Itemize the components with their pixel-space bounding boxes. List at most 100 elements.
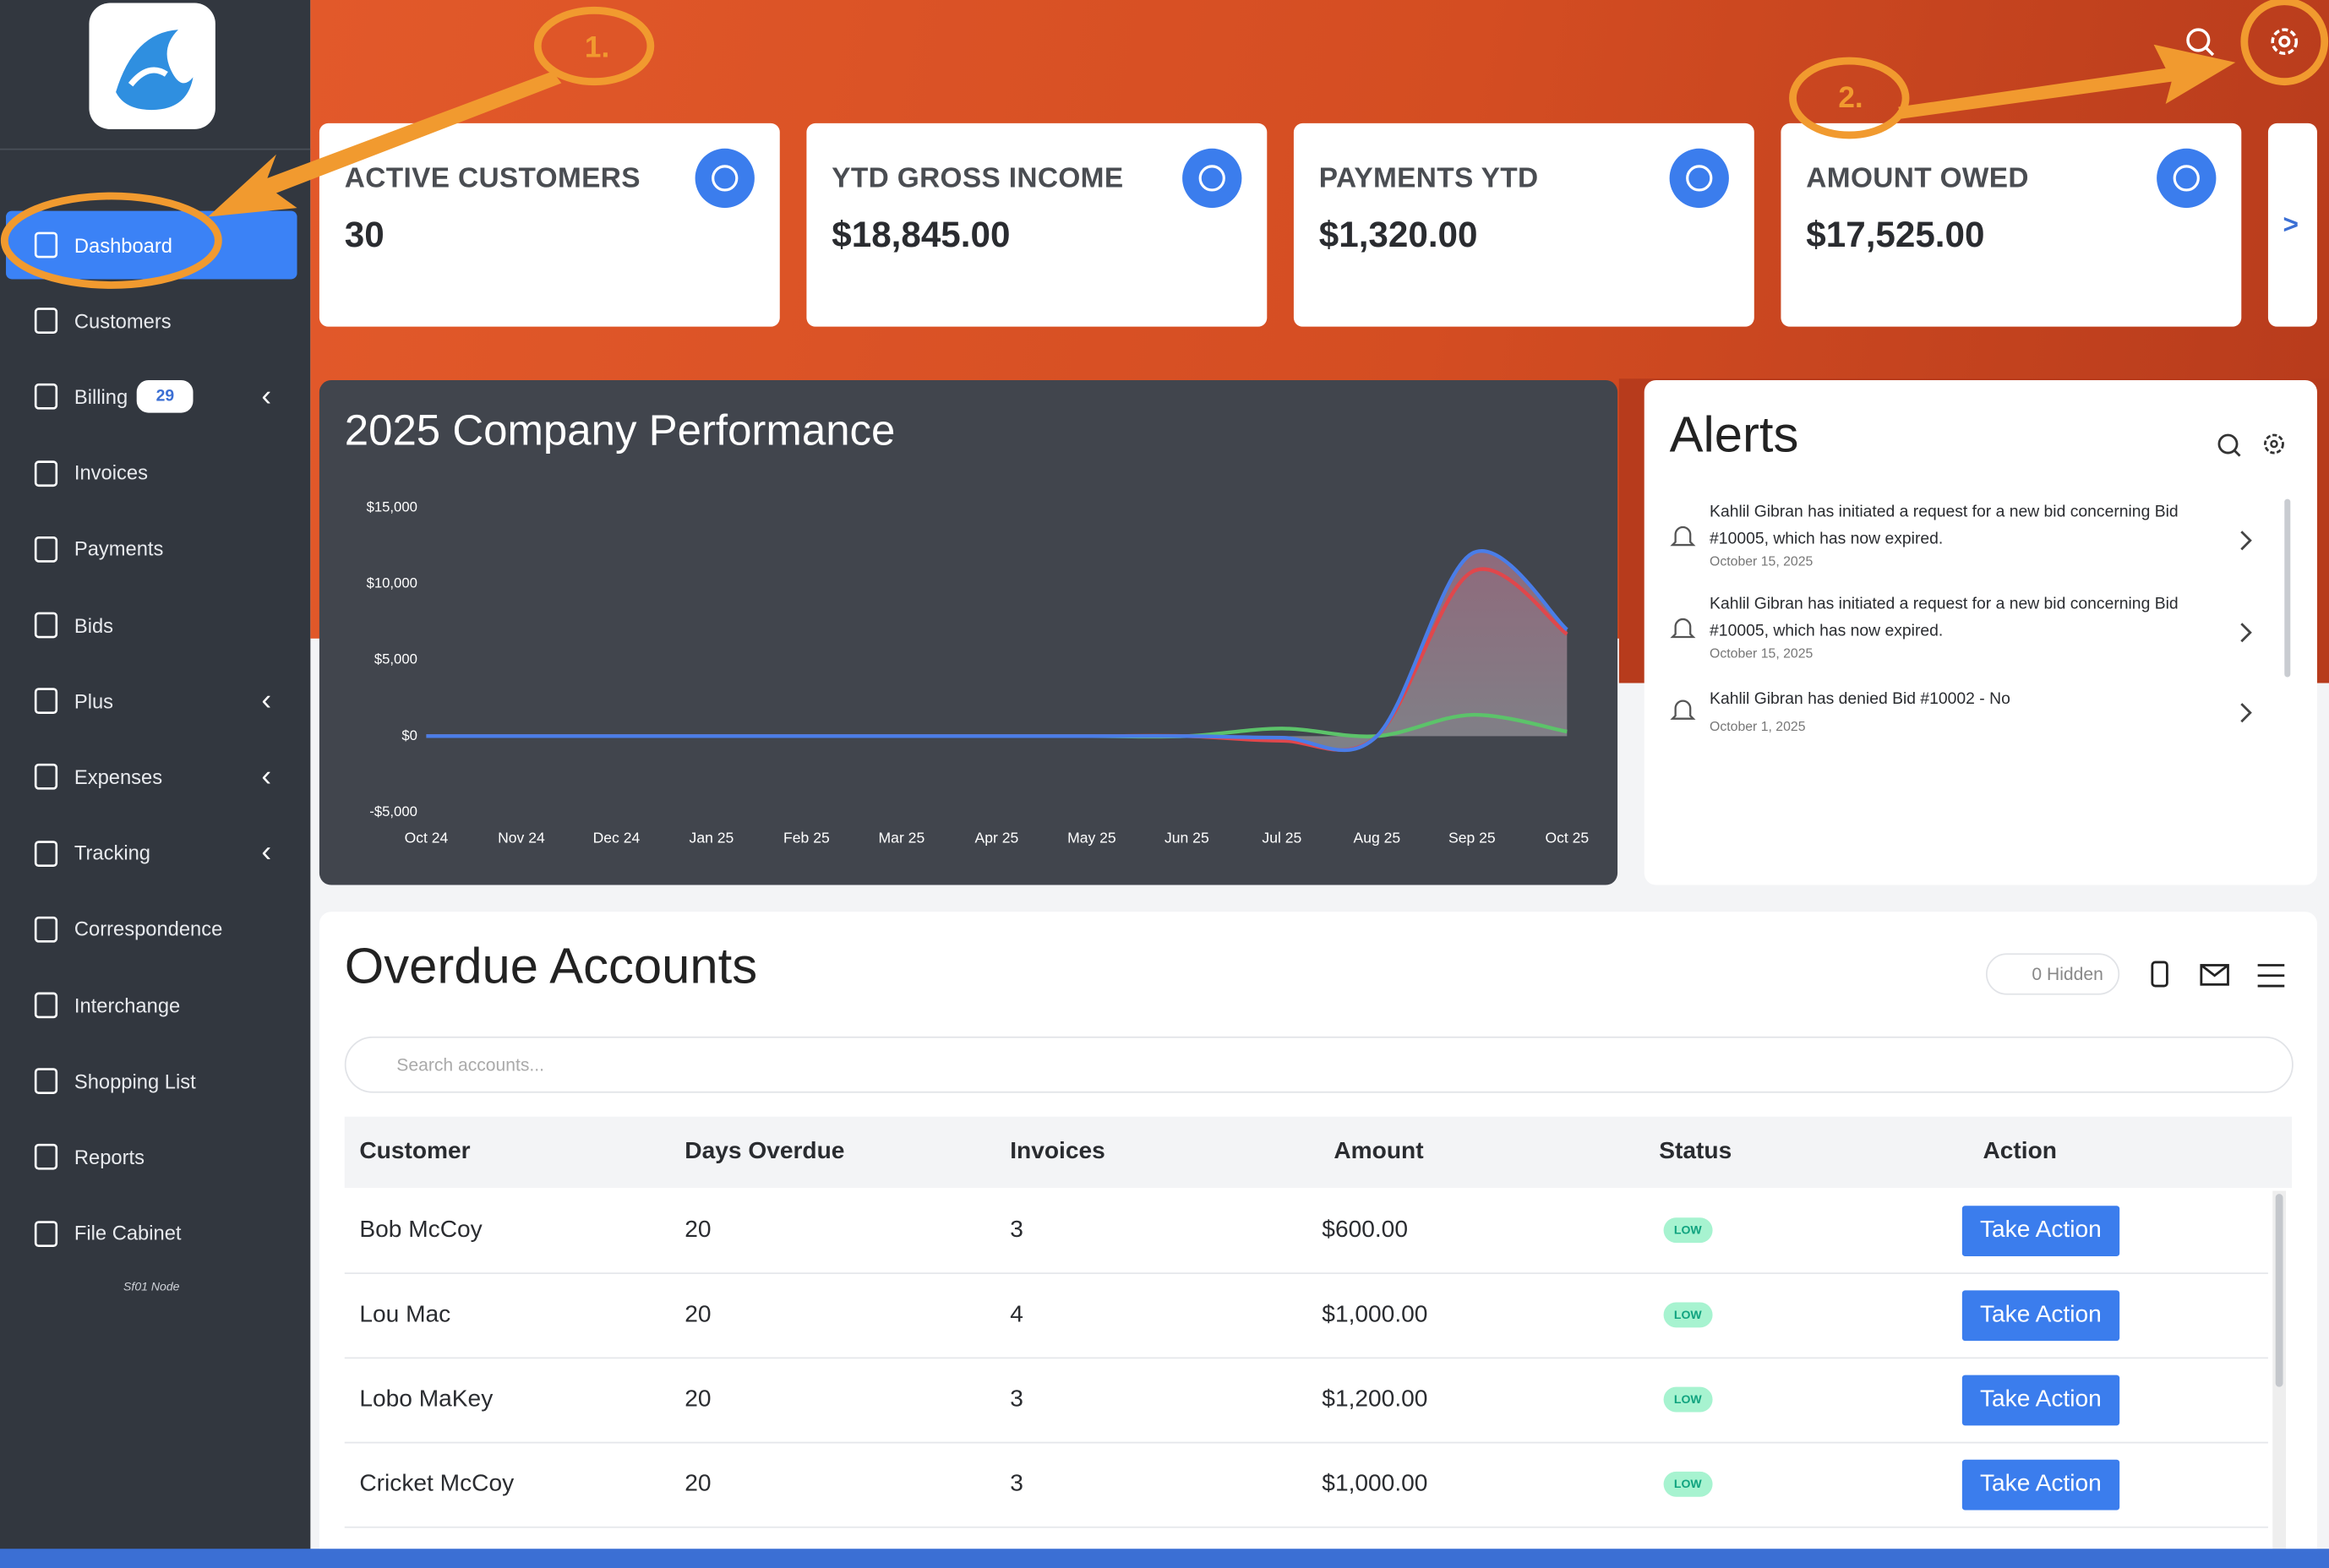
nav-icon bbox=[34, 916, 58, 943]
nav-label: Tracking bbox=[74, 842, 150, 864]
table-cell: Cricket McCoy bbox=[359, 1442, 514, 1527]
nav-item[interactable]: Reports bbox=[6, 1123, 297, 1191]
nav-chevron[interactable]: ‹ bbox=[261, 836, 272, 869]
table-tools[interactable] bbox=[2146, 956, 2295, 995]
icon-shape bbox=[34, 231, 58, 259]
nav-item[interactable]: Plus ‹ bbox=[6, 667, 297, 736]
nav-item[interactable]: Correspondence bbox=[6, 896, 297, 964]
cell-text: $1,000.00 bbox=[1322, 1470, 1428, 1496]
alerts-title: Alerts bbox=[1669, 406, 1799, 464]
nav-label: Bids bbox=[74, 614, 113, 636]
action-button[interactable]: Take Action bbox=[1961, 1374, 2119, 1425]
icon-shape bbox=[34, 916, 58, 943]
nav-icon bbox=[34, 764, 58, 791]
sidebar: Dashboard Customers Billing 29 ‹ Invoices Paym… bbox=[0, 0, 311, 1568]
nav-item[interactable]: Billing 29 ‹ bbox=[6, 363, 297, 432]
nav-item[interactable]: Dashboard bbox=[6, 210, 297, 280]
bell-icon bbox=[1670, 700, 1696, 720]
column-header[interactable]: Days Overdue bbox=[685, 1139, 845, 1164]
x-tick-label: Dec 24 bbox=[593, 830, 641, 847]
nav-item[interactable]: Interchange bbox=[6, 972, 297, 1040]
nav-icon bbox=[34, 1220, 58, 1247]
cell-text: 3 bbox=[1010, 1217, 1023, 1243]
nav-item[interactable]: Tracking ‹ bbox=[6, 819, 297, 888]
y-tick-label: $5,000 bbox=[374, 651, 417, 667]
action-button[interactable]: Take Action bbox=[1961, 1205, 2119, 1256]
table-cell: Lobo MaKey bbox=[359, 1357, 493, 1441]
table-cell: $600.00 bbox=[1322, 1188, 1408, 1272]
overdue-panel: Overdue Accounts 0 Hidden Search account… bbox=[319, 912, 2317, 1568]
alert-date: October 15, 2025 bbox=[1710, 553, 1814, 569]
icon-shape bbox=[34, 688, 58, 715]
nav-item[interactable]: Payments bbox=[6, 515, 297, 584]
alert-chevron[interactable] bbox=[2237, 621, 2255, 645]
chart-title: 2025 Company Performance bbox=[345, 406, 896, 455]
icon-shape bbox=[34, 1220, 58, 1247]
icon-shape bbox=[34, 1068, 58, 1095]
nav-text: Billing bbox=[74, 385, 128, 409]
cell-text: $600.00 bbox=[1322, 1217, 1408, 1243]
search-input[interactable]: Search accounts... bbox=[344, 1036, 2294, 1093]
alert-item[interactable]: Kahlil Gibran has denied Bid #10002 - No… bbox=[1670, 686, 2294, 769]
cell-text: Lobo MaKey bbox=[359, 1386, 494, 1412]
x-tick-label: Jul 25 bbox=[1262, 830, 1301, 847]
action-button[interactable]: Take Action bbox=[1961, 1289, 2119, 1341]
nav-item[interactable]: Invoices bbox=[6, 439, 297, 508]
table-cell: LOW bbox=[1659, 1357, 1712, 1441]
settings-icon[interactable] bbox=[2265, 22, 2304, 61]
nav-item[interactable]: Shopping List bbox=[6, 1047, 297, 1115]
nav-chevron[interactable]: ‹ bbox=[261, 683, 272, 717]
cell-text: $1,200.00 bbox=[1322, 1386, 1428, 1412]
stat-card: YTD GROSS INCOME $18,845.00 bbox=[806, 122, 1268, 327]
nav-text: Dashboard bbox=[74, 233, 172, 257]
table-cell: 4 bbox=[1010, 1272, 1023, 1357]
alerts-tools[interactable] bbox=[2215, 429, 2304, 462]
nav-label: Billing 29 bbox=[74, 380, 194, 414]
table-header: Customer Days Overdue Invoices Amount Status… bbox=[344, 1116, 2293, 1189]
alert-chevron[interactable] bbox=[2237, 701, 2255, 725]
icon-shape bbox=[34, 612, 58, 639]
stat-card: AMOUNT OWED $17,525.00 bbox=[1781, 122, 2242, 327]
nav-icon bbox=[34, 840, 58, 867]
alert-item[interactable]: Kahlil Gibran has initiated a request fo… bbox=[1670, 591, 2294, 674]
search-icon[interactable] bbox=[2180, 22, 2219, 61]
table-scroll bbox=[2272, 1190, 2287, 1563]
cell-text: 20 bbox=[685, 1217, 712, 1243]
logo[interactable] bbox=[89, 3, 215, 129]
alert-item[interactable]: Kahlil Gibran has initiated a request fo… bbox=[1670, 499, 2294, 582]
area bbox=[426, 551, 1568, 750]
table-cell: 20 bbox=[685, 1442, 711, 1527]
icon-shape bbox=[34, 536, 58, 563]
nav-icon bbox=[34, 384, 58, 411]
next-arrow[interactable]: > bbox=[2283, 209, 2299, 239]
table-cell: Take Action bbox=[1961, 1442, 2119, 1527]
action-button[interactable]: Take Action bbox=[1961, 1458, 2119, 1510]
alert-chevron[interactable] bbox=[2237, 529, 2255, 553]
nav-text: Bids bbox=[74, 613, 114, 637]
column-header[interactable]: Customer bbox=[359, 1139, 471, 1164]
stat-icon bbox=[695, 148, 755, 209]
next-card[interactable]: > bbox=[2267, 122, 2317, 327]
nav-item[interactable]: Bids bbox=[6, 591, 297, 660]
icon-shape bbox=[34, 764, 58, 791]
stat-label: ACTIVE CUSTOMERS bbox=[344, 163, 641, 195]
status-badge: LOW bbox=[1663, 1386, 1712, 1413]
icon-shape bbox=[34, 308, 58, 335]
stat-label: YTD GROSS INCOME bbox=[832, 163, 1124, 195]
stat-value: 30 bbox=[344, 215, 385, 256]
column-header[interactable]: Amount bbox=[1334, 1139, 1424, 1164]
column-header[interactable]: Invoices bbox=[1010, 1139, 1105, 1164]
hidden-toggle[interactable]: 0 Hidden bbox=[1985, 953, 2120, 995]
nav-item[interactable]: File Cabinet bbox=[6, 1199, 297, 1267]
nav-chevron[interactable]: ‹ bbox=[261, 760, 272, 793]
nav-item[interactable]: Customers bbox=[6, 287, 297, 356]
nav-chevron[interactable]: ‹ bbox=[261, 379, 272, 413]
column-header[interactable]: Status bbox=[1659, 1139, 1732, 1164]
y-tick-label: $15,000 bbox=[367, 499, 417, 515]
chart-panel: 2025 Company Performance -$5,000 $0 $5,000… bbox=[319, 379, 1618, 885]
nav-item[interactable]: Expenses ‹ bbox=[6, 743, 297, 812]
nav-text: Payments bbox=[74, 537, 164, 561]
nav-label: Payments bbox=[74, 538, 164, 560]
table-cell: Bob McCoy bbox=[359, 1188, 482, 1272]
